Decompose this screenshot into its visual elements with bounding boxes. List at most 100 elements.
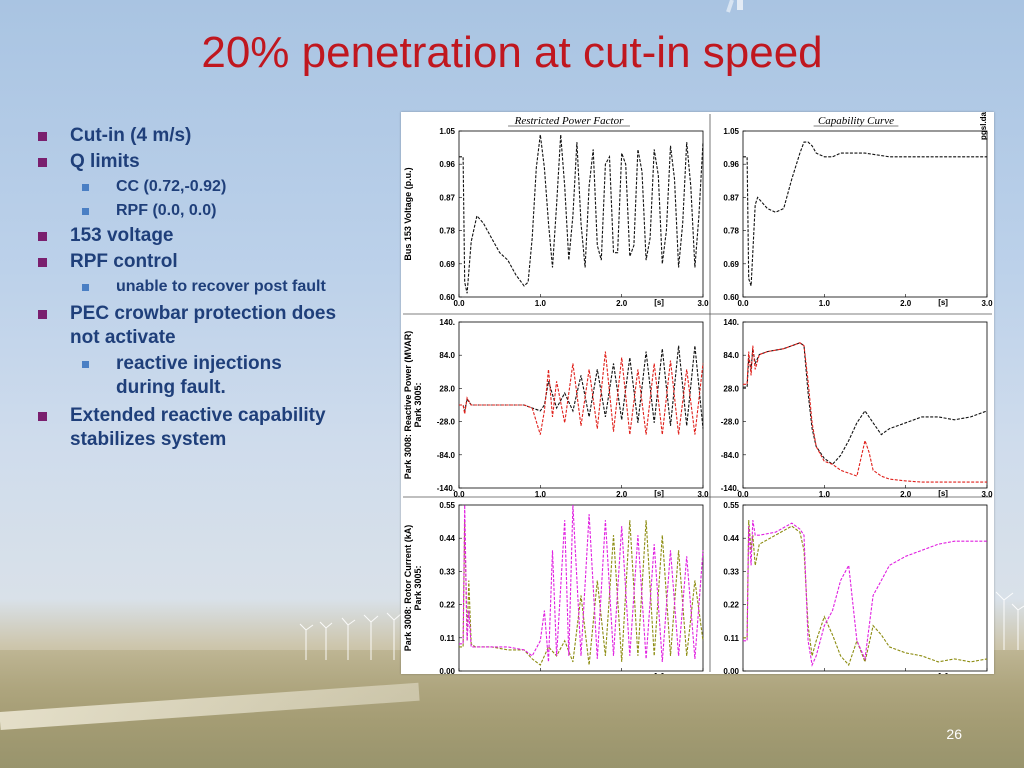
y-tick-label: -84.0 [437,451,456,460]
y-tick-label: 1.05 [439,127,455,136]
y-tick-label: 0.69 [723,260,739,269]
plot-frame [742,130,988,298]
sub-bullet-item: reactive injections during fault. [36,352,346,400]
sub-bullet-text: RPF (0.0, 0.0) [116,202,217,219]
y-tick-label: -140. [437,484,455,493]
slide-title: 20% penetration at cut-in speed [201,28,823,77]
x-axis-label: [s] [938,489,948,498]
series-line-black [459,134,704,294]
y-tick-label: 28.0 [723,384,739,393]
x-tick-label: 1.0 [819,490,831,499]
x-tick-label: 3.0 [697,490,709,499]
y-tick-label: 0.87 [439,193,455,202]
sub-bullet-marker-icon [82,208,89,215]
y-tick-label: 0.60 [723,293,739,302]
y-tick-label: 0.22 [723,601,739,610]
sub-bullet-text: unable to recover post fault [116,278,326,295]
watermark-label: pgsl.dat [979,112,988,140]
x-tick-label: 1.0 [535,299,547,308]
plot-frame [458,504,704,672]
sub-bullet-marker-icon [82,361,89,368]
bullet-marker-icon [38,132,47,141]
series-line-black [743,141,987,287]
x-tick-label: 3.0 [981,299,993,308]
x-tick-label: 2.0 [616,673,628,674]
y-tick-label: 1.05 [723,127,739,136]
x-tick-label: 3.0 [981,490,993,499]
y-tick-label: 0.78 [723,227,739,236]
x-axis-label: [s] [654,298,664,307]
y-tick-label: 0.96 [439,160,455,169]
plot-frame [742,504,988,672]
simulation-figure: Restricted Power Factor Capability Curve p… [401,112,994,674]
y-axis-label: Park 3008: Reactive Power (MVAR) [403,331,413,479]
bullet-text: PEC crowbar protection does not activate [70,303,337,348]
x-tick-label: 1.0 [535,490,547,499]
x-axis-label: [s] [938,672,948,674]
y-tick-label: -84.0 [721,451,740,460]
series-line-magenta [743,520,987,667]
series-line-olive [743,520,988,667]
bullet-item: Extended reactive capability stabilizes … [36,404,346,452]
y-tick-label: 0.33 [439,567,455,576]
y-tick-label: 0.11 [440,634,456,643]
wind-farm-turbines-left [299,612,402,660]
y-tick-label: 0.78 [439,227,455,236]
series-line-red [459,351,704,435]
bullet-item: RPF control [36,250,346,274]
sub-bullet-item: CC (0.72,-0.92) [36,176,346,198]
y-tick-label: 0.00 [439,667,455,674]
y-axis-label: Park 3005: [413,565,423,610]
wind-turbine-large-icon [726,0,743,13]
y-tick-label: 0.87 [723,193,739,202]
plot-frame [458,321,704,489]
y-tick-label: 0.44 [723,534,739,543]
x-tick-label: 1.0 [819,673,831,674]
y-axis-label: Park 3008: Rotor Current (kA) [403,525,413,652]
bullet-marker-icon [38,232,47,241]
sub-bullet-text: CC (0.72,-0.92) [116,178,227,195]
x-tick-label: 1.0 [535,673,547,674]
x-tick-label: 2.0 [616,490,628,499]
sub-bullet-text: reactive injections during fault. [116,353,282,398]
x-tick-label: 3.0 [697,299,709,308]
y-tick-label: 0.44 [439,534,455,543]
column-title: Restricted Power Factor [514,115,624,127]
bullet-text: Extended reactive capability stabilizes … [70,405,326,450]
series-line-black [459,345,704,429]
column-title: Capability Curve [818,115,894,127]
x-tick-label: 0.0 [453,490,465,499]
simulation-plot-grid: Restricted Power Factor Capability Curve p… [403,112,993,674]
x-tick-label: 1.0 [819,299,831,308]
page-number: 26 [946,726,962,742]
y-tick-label: 140. [439,318,455,327]
y-axis-label: Park 3005: [413,382,423,427]
x-tick-label: 0.0 [453,673,465,674]
y-axis-label: Bus 153 Voltage (p.u.) [403,167,413,260]
bullet-text: Q limits [70,151,140,172]
bullet-list: Cut-in (4 m/s) Q limits CC (0.72,-0.92) … [36,124,346,454]
y-tick-label: 0.60 [439,293,455,302]
x-tick-label: 0.0 [453,299,465,308]
y-tick-label: 0.22 [439,601,455,610]
bullet-item: Q limits [36,150,346,174]
plot-frame [458,130,704,298]
bullet-text: 153 voltage [70,225,174,246]
x-tick-label: 0.0 [737,673,749,674]
y-tick-label: 0.55 [439,501,455,510]
series-line-magenta [459,504,704,662]
y-tick-label: 0.96 [723,160,739,169]
x-tick-label: 2.0 [616,299,628,308]
y-tick-label: 0.55 [723,501,739,510]
y-tick-label: 84.0 [723,351,739,360]
y-tick-label: 28.0 [439,384,455,393]
y-tick-label: 0.00 [723,667,739,674]
sub-bullet-item: RPF (0.0, 0.0) [36,200,346,222]
x-axis-label: [s] [938,298,948,307]
bullet-marker-icon [38,412,47,421]
y-tick-label: 140. [723,318,739,327]
x-axis-label: [s] [654,489,664,498]
sub-bullet-marker-icon [82,284,89,291]
x-tick-label: 3.0 [981,673,993,674]
y-tick-label: 0.33 [723,567,739,576]
